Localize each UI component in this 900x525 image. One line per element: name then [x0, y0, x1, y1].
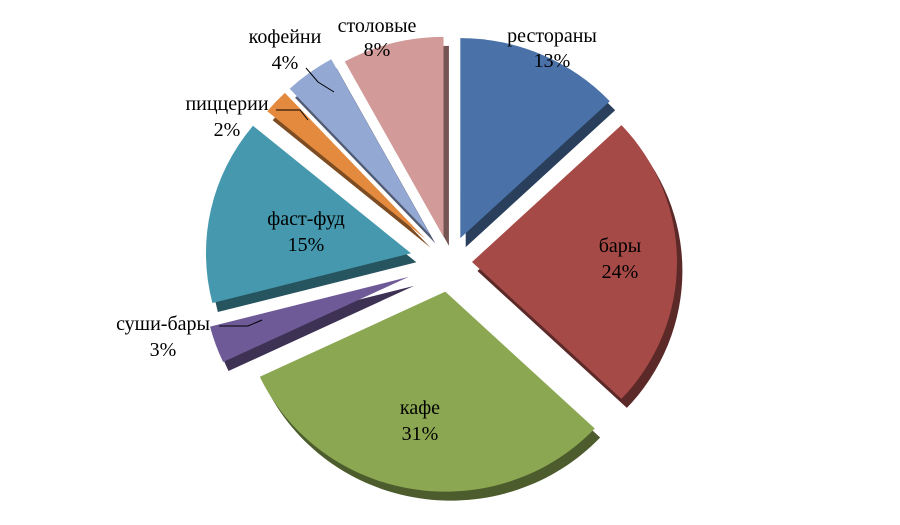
slice-labels: рестораны 13% бары 24% кафе 31% суши-бары 3% фас… [116, 15, 641, 445]
pie-slice-бары [472, 125, 683, 408]
slice-value-label: 24% [602, 261, 639, 283]
leader-line [219, 319, 263, 327]
pie-slices [205, 36, 683, 501]
pie-slice-top [259, 291, 595, 492]
leader-line [305, 67, 335, 93]
pie-slice-рестораны [460, 38, 616, 248]
slice-category-label: пиццерии [185, 93, 268, 115]
slice-category-label: бары [599, 235, 642, 257]
slice-value-label: 15% [288, 234, 325, 256]
pie-slice-top [205, 125, 411, 304]
pie-slice-кафе [259, 291, 601, 501]
pie-slice-top [289, 59, 431, 235]
slice-category-label: кофейни [249, 26, 322, 48]
label-leader-lines [219, 67, 335, 327]
pie-slice-top [267, 92, 426, 239]
leader-line [276, 109, 309, 121]
pie-slice-top [210, 276, 409, 363]
slice-value-label: 3% [150, 339, 177, 361]
pie-slice-пиццерии [267, 92, 431, 248]
pie-slice-фаст-фуд [205, 125, 417, 313]
slice-value-label: 31% [402, 423, 439, 445]
pie-slice-столовые [344, 36, 449, 246]
pie-slice-top [460, 38, 610, 239]
pie-slice-top [344, 36, 444, 237]
slice-category-label: рестораны [507, 25, 597, 47]
pie-slice-суши-бары [210, 276, 415, 372]
pie-slice-side [215, 285, 415, 372]
slice-value-label: 4% [272, 52, 299, 74]
pie-slice-top [472, 125, 677, 399]
slice-category-label: суши-бары [116, 313, 210, 335]
slice-category-label: кафе [400, 397, 440, 419]
slice-category-label: столовые [338, 15, 417, 37]
slice-value-label: 8% [364, 39, 391, 61]
slice-value-label: 2% [214, 119, 241, 141]
pie-slice-кофейни [289, 59, 436, 244]
slice-category-label: фаст-фуд [267, 208, 345, 230]
slice-value-label: 13% [534, 50, 571, 72]
